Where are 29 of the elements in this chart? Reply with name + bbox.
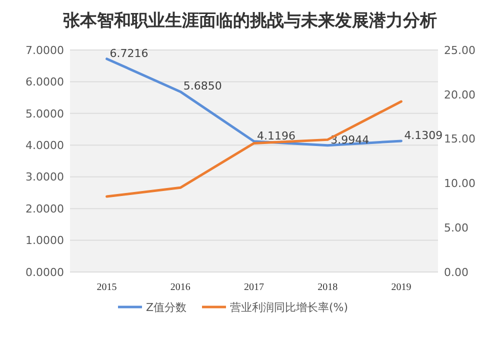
line-series	[106, 100, 402, 198]
data-label: 5.6850	[183, 80, 222, 93]
x-tick-label: 2017	[244, 282, 264, 293]
y2-tick-label: 10.00	[444, 177, 476, 190]
y2-tick-label: 15.00	[444, 132, 476, 146]
y2-tick-label: 25.00	[444, 44, 476, 57]
data-label: 6.7216	[110, 46, 148, 60]
y-tick-label: 1.0000	[26, 234, 64, 248]
y-tick-label: 2.0000	[26, 202, 64, 216]
y-tick-label: 5.0000	[26, 107, 64, 120]
y-tick-label: 4.0000	[26, 138, 64, 152]
x-tick-label: 2018	[318, 282, 338, 293]
x-tick-label: 2019	[391, 282, 412, 293]
x-tick-label: 2015	[96, 282, 117, 293]
y2-tick-label: 0.00	[444, 266, 468, 279]
chart-title: 张本智和职业生涯面临的挑战与未来发展潜力分析	[63, 11, 437, 31]
y-tick-label: 3.0000	[26, 170, 64, 184]
line-series	[106, 58, 402, 147]
data-label: 4.1196	[257, 129, 296, 142]
y-tick-label: 0.0000	[26, 266, 64, 279]
data-label: 4.1309	[404, 128, 443, 142]
legend-label: Z值分数	[146, 300, 187, 314]
y2-tick-label: 5.00	[444, 221, 468, 234]
y-tick-label: 7.0000	[26, 44, 64, 57]
data-label: 3.9944	[330, 133, 370, 146]
y-tick-label: 6.0000	[26, 76, 64, 89]
y2-tick-label: 20.00	[444, 88, 476, 102]
x-tick-label: 2016	[170, 282, 190, 293]
legend-label: 营业利润同比增长率(%)	[230, 300, 348, 314]
